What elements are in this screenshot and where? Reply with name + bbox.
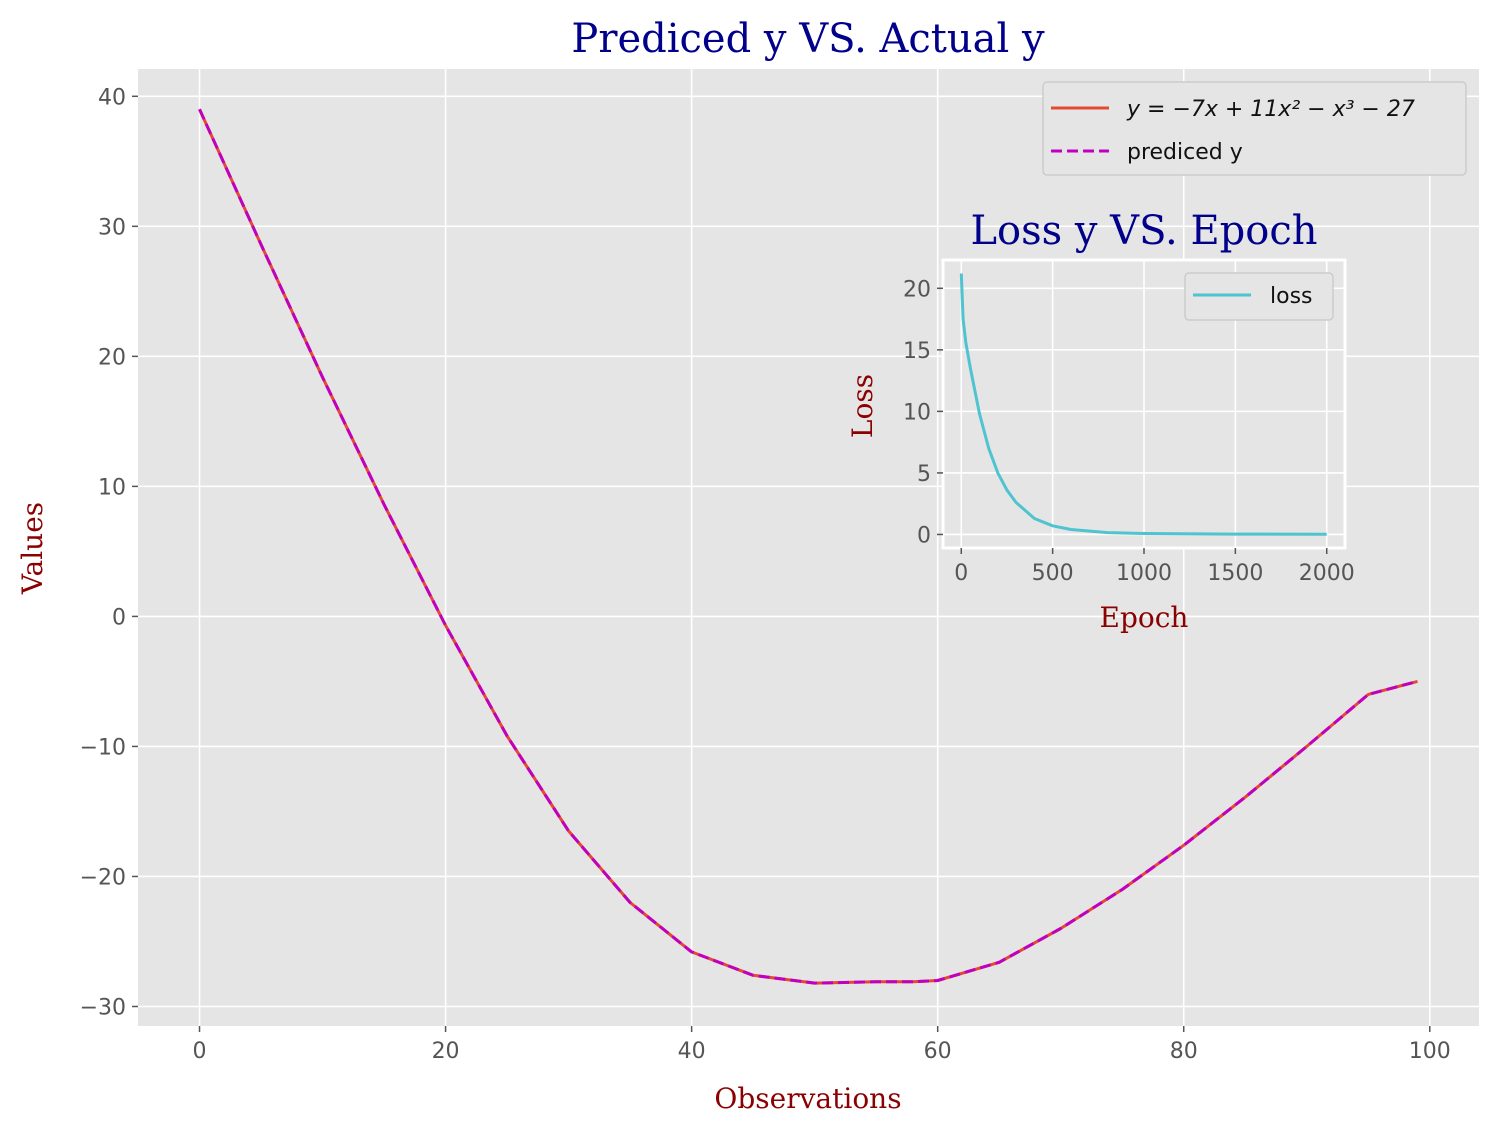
inset-y-tick-label: 5 [917, 462, 931, 487]
inset-x-tick-label: 1000 [1116, 561, 1172, 586]
main-y-tick-label: −20 [80, 865, 126, 890]
inset-legend: loss [1184, 272, 1334, 321]
inset-x-tick-label: 2000 [1299, 561, 1355, 586]
inset-y-tick-label: 15 [903, 339, 931, 364]
inset-x-tick-label: 500 [1032, 561, 1074, 586]
main-y-axis-label: Values [16, 502, 49, 595]
main-series-line-1 [198, 108, 1418, 985]
inset-series-lines [959, 273, 1327, 536]
inset-title: Loss y VS. Epoch [970, 208, 1317, 254]
main-y-tick-label: 10 [98, 475, 126, 500]
main-x-tick-label: 20 [432, 1039, 460, 1064]
inset-x-tick-labels: 0 500 1000 1500 2000 [954, 548, 1355, 586]
main-y-tick-label: 30 [98, 215, 126, 240]
main-x-tick-labels: 0 20 40 60 80 100 [193, 1026, 1451, 1064]
main-y-tick-label: −10 [80, 735, 126, 760]
inset-y-tick-labels: 0 5 10 15 20 [903, 277, 943, 548]
main-title: Prediced y VS. Actual y [571, 16, 1045, 62]
inset-x-axis-label: Epoch [1100, 601, 1189, 634]
inset-x-tick-label: 1500 [1207, 561, 1263, 586]
main-y-tick-label: 0 [112, 605, 126, 630]
main-x-axis-label: Observations [714, 1082, 901, 1115]
main-legend: y = −7x + 11x² − x³ − 27 prediced y [1042, 81, 1467, 176]
main-x-tick-label: 100 [1409, 1039, 1451, 1064]
legend-label-predicted: prediced y [1127, 140, 1243, 165]
main-x-tick-label: 60 [924, 1039, 952, 1064]
main-x-tick-label: 0 [193, 1039, 207, 1064]
main-y-tick-labels: −30 −20 −10 0 10 20 30 40 [80, 85, 138, 1020]
inset-y-axis-label: Loss [846, 374, 879, 438]
main-series-lines [198, 108, 1418, 985]
main-y-tick-label: 20 [98, 345, 126, 370]
main-y-tick-label: 40 [98, 85, 126, 110]
inset-y-tick-label: 20 [903, 277, 931, 302]
legend-label-actual: y = −7x + 11x² − x³ − 27 [1126, 97, 1415, 122]
main-x-tick-label: 80 [1170, 1039, 1198, 1064]
main-y-tick-label: −30 [80, 995, 126, 1020]
main-x-tick-label: 40 [678, 1039, 706, 1064]
legend-label-loss: loss [1270, 284, 1313, 309]
inset-y-tick-label: 10 [903, 400, 931, 425]
inset-series-line-0 [959, 273, 1327, 536]
inset-y-tick-label: 0 [917, 523, 931, 548]
inset-x-tick-label: 0 [954, 561, 968, 586]
